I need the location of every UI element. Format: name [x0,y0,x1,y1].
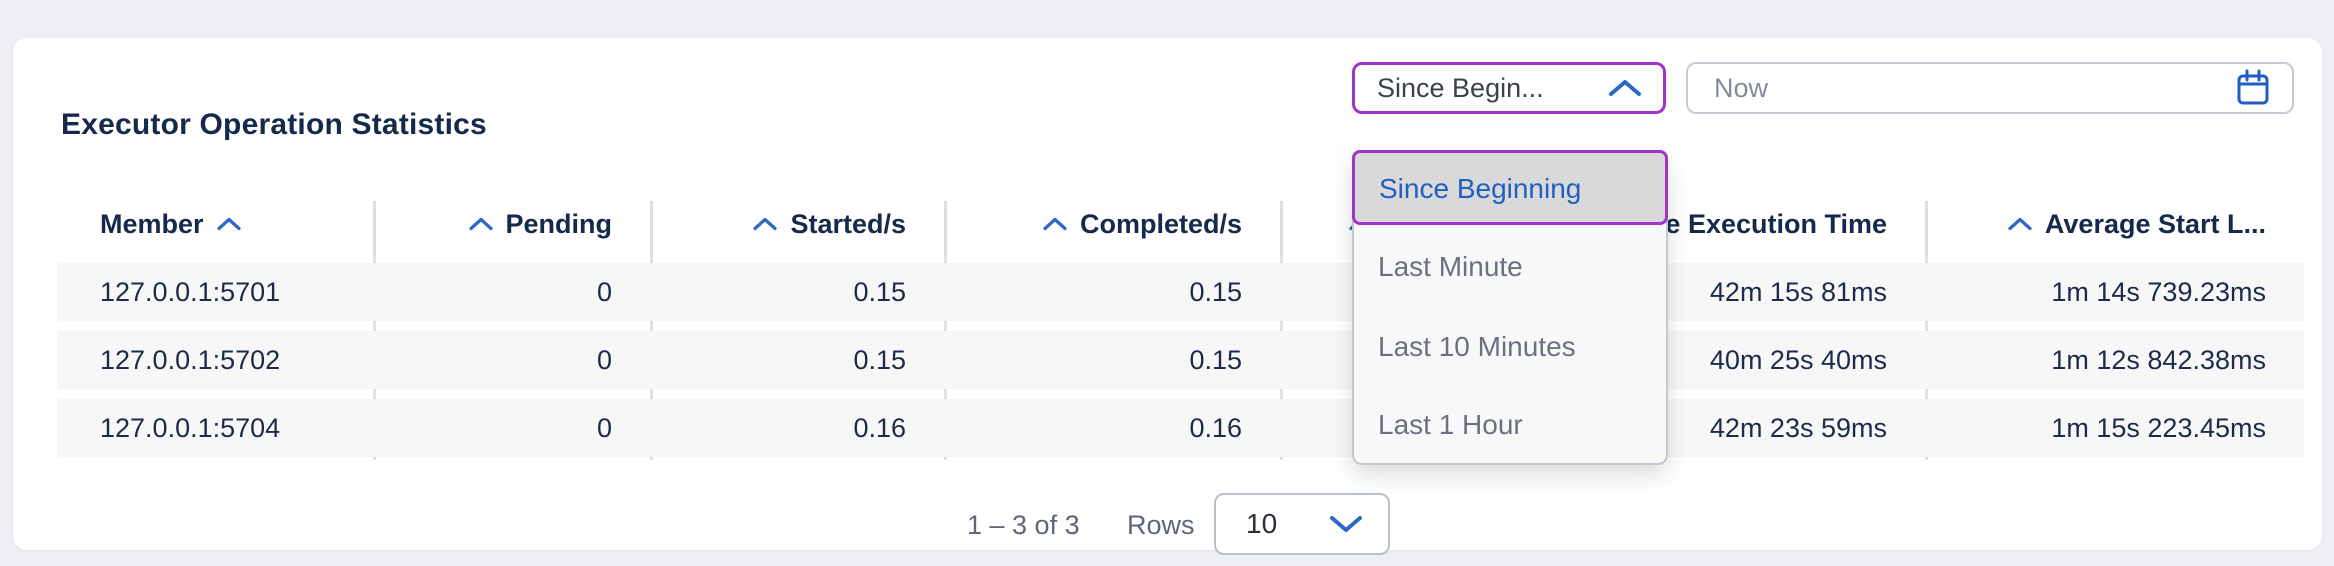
sort-ascending-icon [1042,216,1068,232]
column-header-avg-start-latency[interactable]: Average Start L... [1963,201,2266,247]
cell-execution-time: 40m 25s 40ms [1709,345,1887,375]
time-range-select[interactable]: Since Begin... [1352,62,1666,114]
sort-ascending-icon [216,216,242,232]
dropdown-option-last-1-hour[interactable]: Last 1 Hour [1378,409,1523,440]
cell-completed: 0.15 [1189,345,1242,375]
cell-completed: 0.15 [1189,277,1242,307]
cell-started: 0.16 [853,413,906,443]
column-header-label: Completed/s [1079,208,1242,239]
column-header-started[interactable]: Started/s [654,201,906,247]
dropdown-option-last-10-minutes[interactable]: Last 10 Minutes [1378,331,1576,362]
cell-pending: 0 [596,345,612,375]
cell-started: 0.15 [853,345,906,375]
cell-pending: 0 [596,413,612,443]
column-header-pending[interactable]: Pending [377,201,612,247]
table-row: 127.0.0.1:5704 0 0.16 0.16 42m 23s 59ms … [57,399,2304,457]
cell-member: 127.0.0.1:5704 [100,413,281,443]
rows-per-page-value: 10 [1246,508,1278,539]
cell-completed: 0.16 [1189,413,1242,443]
time-end-field[interactable] [1686,62,2294,114]
chevron-down-icon [1328,513,1364,535]
calendar-icon[interactable] [2234,68,2272,108]
time-end-input[interactable] [1712,71,2234,105]
cell-member: 127.0.0.1:5702 [100,345,281,375]
cell-pending: 0 [596,277,612,307]
column-header-completed[interactable]: Completed/s [948,201,1242,247]
executor-statistics-card: Executor Operation Statistics Member Pen… [13,38,2322,555]
dropdown-option-since-beginning[interactable]: Since Beginning [1352,150,1668,225]
table-row: 127.0.0.1:5701 0 0.15 0.15 42m 15s 81ms … [57,263,2304,321]
column-divider [1280,201,1283,460]
column-header-member[interactable]: Member [100,201,242,247]
cell-member: 127.0.0.1:5701 [100,277,281,307]
sort-ascending-icon [468,216,494,232]
cell-avg-start-latency: 1m 14s 739.23ms [2051,277,2266,307]
pagination-range: 1 – 3 of 3 [967,510,1080,540]
cell-avg-start-latency: 1m 12s 842.38ms [2051,345,2266,375]
column-divider [944,201,947,460]
rows-per-page-select[interactable]: 10 [1214,493,1390,555]
dropdown-option-last-minute[interactable]: Last Minute [1378,251,1523,282]
sort-ascending-icon [752,216,778,232]
time-range-dropdown: Since Beginning Last Minute Last 10 Minu… [1352,150,1668,465]
time-range-value: Since Begin... [1377,72,1544,103]
column-divider [650,201,653,460]
column-divider [1925,201,1928,460]
rows-per-page-label: Rows [1127,510,1195,540]
chevron-up-icon [1607,77,1643,99]
column-header-label: Member [100,208,204,239]
column-divider [373,201,376,460]
column-header-label: Average Start L... [2044,208,2266,239]
table-row: 127.0.0.1:5702 0 0.15 0.15 40m 25s 40ms … [57,331,2304,389]
column-header-label: Started/s [790,208,906,239]
sort-ascending-icon [2007,216,2033,232]
cell-execution-time: 42m 23s 59ms [1709,413,1887,443]
page-title: Executor Operation Statistics [61,108,487,141]
cell-started: 0.15 [853,277,906,307]
cell-execution-time: 42m 15s 81ms [1709,277,1887,307]
cell-avg-start-latency: 1m 15s 223.45ms [2051,413,2266,443]
column-header-label: Pending [505,208,613,239]
